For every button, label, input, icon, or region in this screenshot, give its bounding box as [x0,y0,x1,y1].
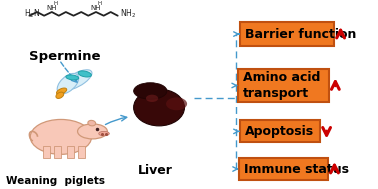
Text: NH$_2$: NH$_2$ [120,8,136,20]
FancyBboxPatch shape [238,69,329,102]
Text: Spermine: Spermine [29,50,100,63]
Text: Liver: Liver [138,164,173,177]
Ellipse shape [166,97,187,110]
Ellipse shape [66,75,79,80]
FancyBboxPatch shape [240,22,334,46]
FancyBboxPatch shape [239,158,328,180]
Ellipse shape [56,92,64,98]
Ellipse shape [77,124,107,139]
Ellipse shape [146,95,158,102]
Ellipse shape [56,88,67,94]
Text: Immune status: Immune status [244,163,349,176]
Ellipse shape [88,120,96,126]
Text: Apoptosis: Apoptosis [245,125,314,138]
Text: Barrier function: Barrier function [245,28,356,41]
Text: H$_2$N: H$_2$N [24,8,40,20]
Text: NH: NH [91,5,101,11]
Text: Weaning  piglets: Weaning piglets [6,176,105,186]
Ellipse shape [57,73,79,94]
Ellipse shape [30,119,91,154]
Text: H: H [53,1,57,6]
Ellipse shape [134,89,184,126]
Bar [43,146,50,158]
Ellipse shape [61,70,92,90]
Text: Amino acid
transport: Amino acid transport [243,71,321,100]
Bar [78,146,85,158]
Ellipse shape [78,71,91,77]
Ellipse shape [99,131,109,136]
Bar [67,146,74,158]
Text: H: H [98,1,102,6]
Text: NH: NH [46,5,57,11]
FancyBboxPatch shape [240,120,320,142]
Bar [54,146,61,158]
Ellipse shape [134,83,167,99]
